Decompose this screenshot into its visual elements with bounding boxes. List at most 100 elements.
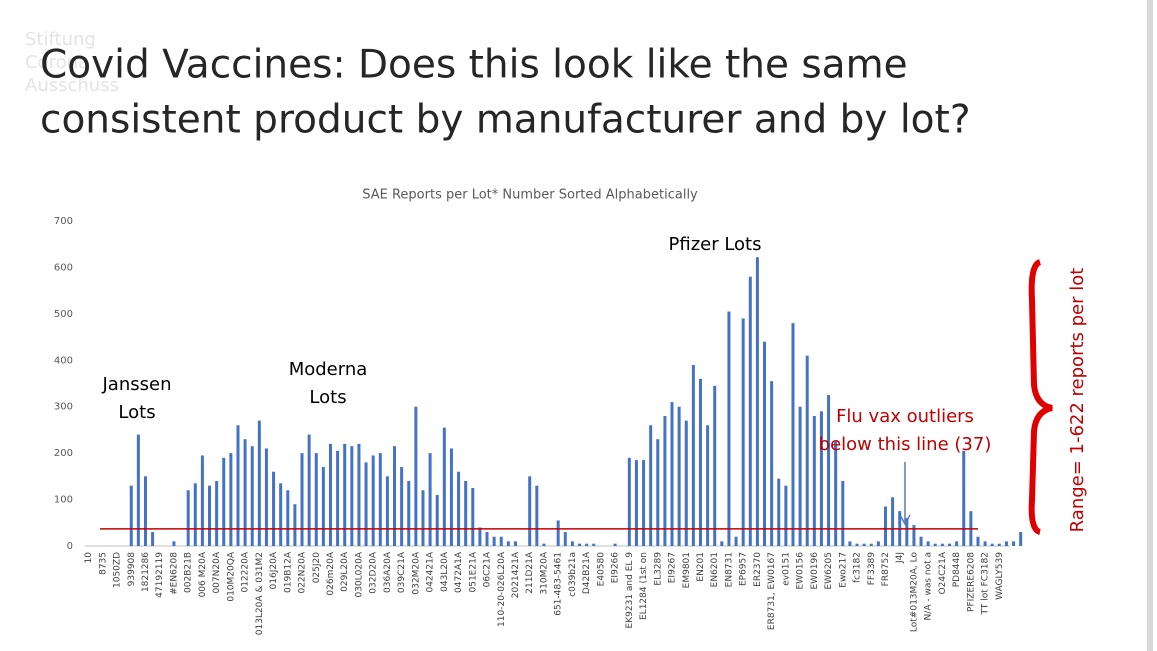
bar [805, 355, 809, 546]
x-tick-label: 651-483-5461 [554, 552, 564, 616]
x-tick-label: 110-20-026L20A [497, 551, 507, 627]
bar [876, 541, 880, 546]
bar [556, 520, 560, 546]
bar [215, 481, 219, 546]
x-tick-label: TT lot FC3182 [981, 552, 991, 615]
bar [272, 471, 276, 546]
bar [364, 462, 368, 546]
bar [905, 518, 909, 546]
x-tick-label: 007N20A [212, 551, 222, 593]
bar [976, 536, 980, 546]
bar [706, 425, 710, 546]
bar [627, 457, 631, 546]
bar [741, 318, 745, 546]
bar [393, 446, 397, 546]
bar [186, 490, 190, 546]
bar [286, 490, 290, 546]
bar [478, 527, 482, 546]
x-tick-label: 026m20A [326, 551, 336, 595]
bar [513, 541, 517, 546]
bar [257, 420, 261, 546]
bar [200, 455, 204, 546]
x-tick-label: 10 [84, 552, 94, 564]
bar [919, 536, 923, 546]
bar [236, 425, 240, 546]
x-tick-label: 051E21A [468, 551, 478, 592]
bar [357, 443, 361, 546]
y-tick-label: 500 [54, 309, 73, 320]
bar [378, 453, 382, 546]
bar [656, 439, 660, 546]
x-tick-label: 029L20A [340, 551, 350, 592]
x-tick-label: PD8448 [952, 552, 962, 588]
annotation: Lots [309, 387, 346, 408]
x-tick-label: O24C21A [938, 551, 948, 594]
x-tick-label: 019B12A [283, 551, 293, 593]
bar [314, 453, 318, 546]
x-tick-label: Lot#013M20A, Lo [909, 552, 919, 633]
x-tick-label: N/A - was not a [924, 552, 934, 620]
bar [990, 543, 994, 546]
range-brace [1028, 259, 1053, 535]
x-tick-label: 010M20QA [226, 551, 236, 601]
bar [613, 543, 617, 546]
bar [578, 543, 582, 546]
bar [243, 439, 247, 546]
bar [279, 483, 283, 546]
bar [328, 443, 332, 546]
bar [336, 450, 340, 546]
bar [713, 385, 717, 546]
y-tick-label: 100 [54, 495, 73, 506]
x-tick-label: 939908 [127, 552, 137, 587]
annotation: Moderna [289, 359, 368, 380]
x-tick-label: EN6201 [710, 552, 720, 587]
slide-title: consistent product by manufacturer and b… [40, 98, 971, 143]
bar [400, 467, 404, 546]
annotation: Flu vax outliers [836, 406, 974, 427]
bar [499, 536, 503, 546]
watermark: Corona [25, 52, 89, 73]
bar [691, 364, 695, 546]
bar [264, 448, 268, 546]
y-tick-label: 0 [67, 541, 73, 552]
annotation: Lots [118, 402, 155, 423]
bar [962, 450, 966, 546]
bar [428, 453, 432, 546]
bar [570, 541, 574, 546]
x-tick-label: 47192119 [155, 552, 165, 598]
bar [848, 541, 852, 546]
bar [1004, 541, 1008, 546]
x-tick-label: 1050ZD [113, 552, 123, 588]
bar [385, 476, 389, 546]
x-tick-label: E40580 [596, 552, 606, 587]
bar [485, 532, 489, 546]
bar [983, 541, 987, 546]
x-tick-label: 016J20A [269, 551, 279, 589]
bar [528, 476, 532, 546]
x-tick-label: 039C21A [397, 551, 407, 593]
bar [421, 490, 425, 546]
bar [827, 395, 831, 546]
bar [734, 536, 738, 546]
y-tick-label: 700 [54, 216, 73, 227]
bar [449, 448, 453, 546]
x-tick-label: EK9231 and EL 9 [625, 552, 635, 629]
bar [684, 420, 688, 546]
bar [763, 341, 767, 546]
bar [563, 532, 567, 546]
x-tick-label: 042421A [426, 551, 436, 592]
bar [819, 411, 823, 546]
bar [997, 543, 1001, 546]
bar [414, 406, 418, 546]
bar [592, 543, 596, 546]
bar [407, 481, 411, 546]
bar [812, 416, 816, 546]
bar [798, 406, 802, 546]
x-tick-label: 06C21A [483, 551, 493, 587]
x-tick-label: FR8752 [881, 552, 891, 586]
x-tick-label: 012220A [241, 551, 251, 592]
x-tick-label: EP6957 [739, 552, 749, 586]
bar [350, 446, 354, 546]
x-tick-label: 8735 [98, 552, 108, 575]
bar [371, 455, 375, 546]
